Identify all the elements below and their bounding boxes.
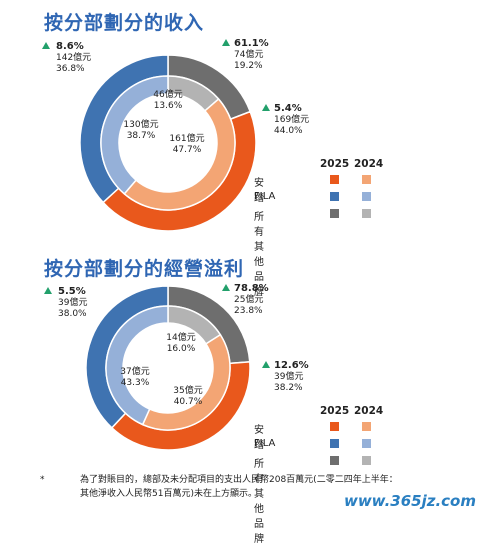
footnote-line-2: 其他淨收入人民幣51百萬元)未在上方顯示。 [80, 489, 257, 499]
chart1-anta-growth-label: 5.4% [274, 103, 302, 114]
legend2-year-2024: 2024 [354, 405, 384, 417]
chart1-fila-value-label: 142億元 [56, 51, 91, 63]
chart1-anta-inner-value-label: 161億元 [169, 132, 204, 144]
chart2-fila-value-label: 39億元 [58, 296, 87, 308]
chart2-fila-inner-value-label: 37億元 [120, 365, 149, 377]
legend2-swatch-fila-2024 [362, 439, 371, 448]
legend2-swatch-other-2025 [330, 456, 339, 465]
chart2-2024-slice-fila [105, 305, 169, 426]
legend-swatch-other-2024 [362, 209, 371, 218]
legend-swatch-anta-2024 [362, 175, 371, 184]
legend2-swatch-other-2024 [362, 456, 371, 465]
legend-label-fila: FILA [254, 191, 276, 202]
footnote-line-1: 為了對賬目的，總部及未分配項目的支出人民幣208百萬元(二零二四年上半年： [80, 475, 398, 485]
chart1-anta-value-label: 169億元 [274, 113, 309, 125]
chart1-other-inner-value-label: 46億元 [153, 88, 182, 100]
chart2-other-inner-pct-label: 16.0% [167, 344, 196, 354]
chart1-anta-inner-pct-label: 47.7% [173, 145, 202, 155]
chart2-fila-pct-label: 38.0% [58, 309, 87, 319]
chart1-2024-slice-fila [100, 75, 169, 195]
chart1-fila-pct-label: 36.8% [56, 64, 85, 74]
watermark-text: www.365jz.com [343, 492, 476, 510]
legend-swatch-fila-2025 [330, 192, 339, 201]
legend-swatch-anta-2025 [330, 175, 339, 184]
chart1-fila-inner-pct-label: 38.7% [127, 131, 156, 141]
chart2-anta-value-label: 39億元 [274, 370, 303, 382]
chart1-anta-pct-label: 44.0% [274, 126, 303, 136]
chart1-anta-growth-arrow-icon [262, 104, 270, 111]
chart2-donut: 78.8%25億元23.8%12.6%39億元38.2%5.5%39億元38.0… [44, 283, 309, 451]
chart2-fila-inner-pct-label: 43.3% [121, 378, 150, 388]
chart1-other-growth-label: 61.1% [234, 38, 269, 49]
chart1-other-growth-arrow-icon [222, 39, 230, 46]
legend-swatch-other-2025 [330, 209, 339, 218]
chart2-title: 按分部劃分的經營溢利 [44, 258, 245, 280]
legend2-swatch-anta-2024 [362, 422, 371, 431]
legend2-label-fila: FILA [254, 438, 276, 449]
legend2-swatch-fila-2025 [330, 439, 339, 448]
chart2-fila-growth-label: 5.5% [58, 286, 86, 297]
chart2-fila-growth-arrow-icon [44, 287, 52, 294]
chart1-title: 按分部劃分的收入 [44, 12, 205, 34]
chart1-fila-inner-value-label: 130億元 [123, 118, 158, 130]
legend-year-2024: 2024 [354, 158, 384, 170]
legend-label-anta: 安踏 [254, 178, 264, 204]
legend2-label-anta: 安踏 [254, 425, 264, 451]
chart2-other-growth-arrow-icon [222, 284, 230, 291]
chart2-anta-inner-pct-label: 40.7% [174, 397, 203, 407]
chart2-anta-pct-label: 38.2% [274, 383, 303, 393]
chart2-other-growth-label: 78.8% [234, 283, 269, 294]
chart1-other-pct-label: 19.2% [234, 61, 263, 71]
chart1-fila-growth-label: 8.6% [56, 41, 84, 52]
chart1-fila-growth-arrow-icon [42, 42, 50, 49]
chart2-anta-growth-arrow-icon [262, 361, 270, 368]
footnote-star: * [40, 475, 45, 485]
chart2-anta-inner-value-label: 35億元 [173, 384, 202, 396]
legend2-year-2025: 2025 [320, 405, 350, 417]
chart1-other-value-label: 74億元 [234, 48, 263, 60]
chart2-other-value-label: 25億元 [234, 293, 263, 305]
legend-swatch-fila-2024 [362, 192, 371, 201]
legend2-swatch-anta-2025 [330, 422, 339, 431]
legend-label-other: 所有其他品牌 [254, 212, 264, 298]
chart2-anta-growth-label: 12.6% [274, 360, 309, 371]
chart2-other-pct-label: 23.8% [234, 306, 263, 316]
chart2-other-inner-value-label: 14億元 [166, 331, 195, 343]
chart1-other-inner-pct-label: 13.6% [154, 101, 183, 111]
legend-year-2025: 2025 [320, 158, 350, 170]
